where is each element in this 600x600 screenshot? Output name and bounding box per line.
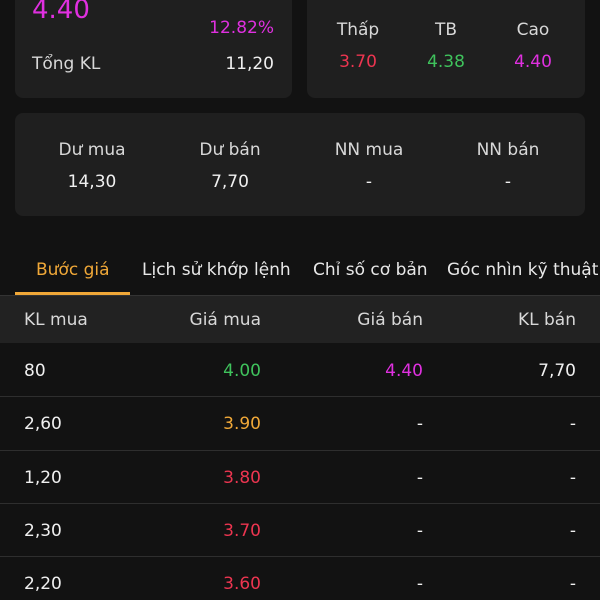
cell: - — [569, 520, 576, 541]
table-header-bg — [0, 296, 600, 343]
foreign-label: Dư mua — [58, 140, 126, 160]
foreign-label: NN bán — [476, 140, 540, 160]
range-value: 3.70 — [339, 52, 377, 72]
cell: 7,70 — [538, 361, 576, 381]
foreign-label: Dư bán — [199, 140, 261, 160]
column-header: KL mua — [24, 310, 88, 330]
summary-card — [15, 0, 292, 98]
row-divider — [0, 502, 600, 504]
row-divider — [0, 556, 600, 558]
tab[interactable]: Bước giá — [36, 260, 110, 280]
foreign-card — [15, 113, 585, 216]
range-label: Thấp — [336, 20, 380, 40]
tab[interactable]: Chỉ số cơ bản — [313, 260, 428, 280]
range-label: TB — [434, 20, 458, 40]
tab-underline — [15, 292, 130, 295]
foreign-value: - — [504, 172, 512, 192]
cell: 1,20 — [24, 467, 62, 488]
column-header: Giá mua — [189, 310, 261, 330]
row-divider — [0, 449, 600, 451]
column-header: KL bán — [517, 310, 576, 330]
price: 4.40 — [32, 0, 90, 25]
cell: - — [416, 467, 423, 488]
divider — [0, 295, 600, 296]
cell: 3.80 — [223, 467, 261, 488]
volume-label: Tổng KL — [32, 54, 101, 74]
cell: 80 — [24, 361, 46, 381]
range-label: Cao — [516, 20, 550, 40]
foreign-value: 7,70 — [211, 172, 249, 192]
cell: 2,60 — [24, 414, 62, 435]
cell: - — [416, 574, 423, 595]
range-value: 4.40 — [514, 52, 552, 72]
row-divider — [0, 396, 600, 398]
foreign-label: NN mua — [334, 140, 404, 160]
range-value: 4.38 — [427, 52, 465, 72]
foreign-value: - — [365, 172, 373, 192]
tab[interactable]: Góc nhìn kỹ thuật — [447, 260, 599, 280]
cell: 4.00 — [223, 361, 261, 381]
cell: 2,30 — [24, 520, 62, 541]
cell: 3.70 — [223, 520, 261, 541]
tab[interactable]: Lịch sử khớp lệnh — [142, 260, 291, 280]
column-header: Giá bán — [357, 310, 423, 330]
cell: 3.60 — [223, 574, 261, 595]
cell: 2,20 — [24, 574, 62, 595]
cell: 3.90 — [223, 414, 261, 435]
cell: - — [569, 574, 576, 595]
cell: - — [416, 414, 423, 435]
change-pct: 12.82% — [209, 18, 274, 38]
foreign-value: 14,30 — [67, 172, 117, 192]
volume: 11,20 — [225, 54, 274, 74]
cell: 4.40 — [385, 361, 423, 381]
cell: - — [569, 467, 576, 488]
cell: - — [416, 520, 423, 541]
range-card — [307, 0, 585, 98]
cell: - — [569, 414, 576, 435]
